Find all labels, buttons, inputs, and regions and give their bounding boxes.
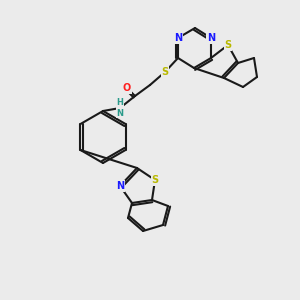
Text: N: N [207,33,215,43]
Text: H
N: H N [116,98,124,118]
Text: S: S [161,67,169,77]
Text: N: N [174,33,182,43]
Text: S: S [152,175,159,185]
Text: O: O [123,83,131,93]
Text: S: S [224,40,232,50]
Text: N: N [116,181,124,191]
